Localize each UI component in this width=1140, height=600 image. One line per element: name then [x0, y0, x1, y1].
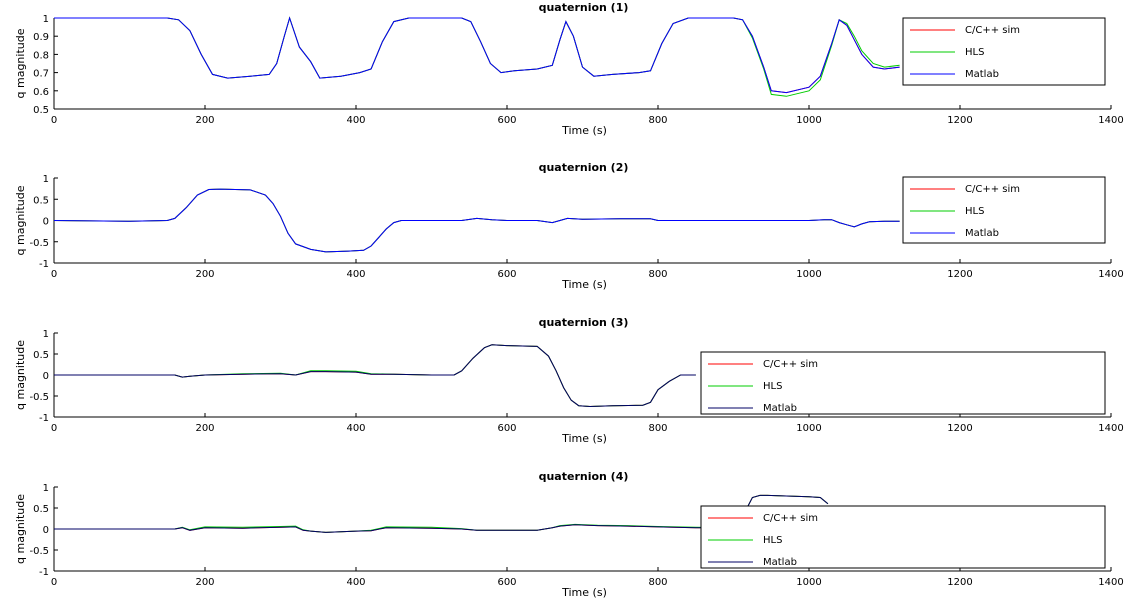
series-line-matlab — [54, 494, 829, 533]
x-tick-label: 1200 — [947, 577, 972, 588]
y-tick-label: -0.5 — [29, 392, 49, 403]
x-tick-label: 1400 — [1098, 577, 1123, 588]
x-tick-label: 0 — [51, 115, 57, 126]
legend: C/C++ sim HLS Matlab — [700, 505, 1106, 569]
subplot-4: quaternion (4) 0 200 400 600 800 1000 1200 1400 -… — [14, 470, 1124, 599]
chart-title: quaternion (4) — [539, 470, 629, 483]
x-tick-label: 800 — [648, 423, 667, 434]
x-tick-label: 200 — [195, 577, 214, 588]
x-tick-label: 800 — [648, 577, 667, 588]
y-tick-label: 0.5 — [33, 504, 49, 515]
y-tick-label: 0.7 — [33, 69, 49, 80]
y-tick-label: -0.5 — [29, 238, 49, 249]
legend-label: C/C++ sim — [965, 25, 1020, 36]
x-tick-label: 200 — [195, 423, 214, 434]
x-axis-label: Time (s) — [561, 124, 607, 137]
legend-box — [902, 176, 1106, 244]
y-tick-label: 0.8 — [33, 50, 49, 61]
series-line-hls — [54, 344, 696, 408]
legend-label: Matlab — [763, 557, 797, 568]
series-line-matlab — [54, 344, 696, 408]
y-tick-label: 1 — [43, 174, 49, 185]
x-tick-label: 400 — [346, 577, 365, 588]
x-tick-label: 1400 — [1098, 269, 1123, 280]
y-tick-label: 0 — [43, 217, 49, 228]
y-tick-label: 0.5 — [33, 195, 49, 206]
y-tick-label: 0.5 — [33, 105, 49, 116]
legend-label: HLS — [965, 47, 984, 58]
legend-label: C/C++ sim — [763, 513, 818, 524]
x-tick-label: 400 — [346, 423, 365, 434]
x-tick-label: 0 — [51, 423, 57, 434]
y-tick-label: 0.9 — [33, 32, 49, 43]
legend-label: C/C++ sim — [965, 184, 1020, 195]
legend-label: Matlab — [763, 403, 797, 414]
series-line-hls — [54, 16, 900, 97]
chart-title: quaternion (1) — [539, 1, 629, 14]
x-tick-label: 600 — [497, 423, 516, 434]
y-axis-label: q magnitude — [14, 494, 27, 564]
x-tick-label: 600 — [497, 269, 516, 280]
legend-label: C/C++ sim — [763, 359, 818, 370]
legend-label: Matlab — [965, 228, 999, 239]
x-tick-label: 1000 — [796, 577, 821, 588]
legend-box — [700, 505, 1106, 569]
series-line-matlab — [53, 188, 900, 253]
legend: C/C++ sim HLS Matlab — [902, 17, 1106, 86]
legend: C/C++ sim HLS Matlab — [700, 351, 1106, 415]
x-tick-label: 600 — [497, 115, 516, 126]
x-tick-label: 1000 — [796, 115, 821, 126]
y-tick-label: 0 — [43, 525, 49, 536]
y-tick-label: 1 — [43, 329, 49, 340]
subplot-3: quaternion (3) 0 200 400 600 800 1000 1200 1400 -… — [14, 316, 1124, 445]
y-tick-label: -1 — [39, 259, 49, 270]
x-tick-label: 1200 — [947, 115, 972, 126]
x-tick-label: 1400 — [1098, 423, 1123, 434]
y-axis-label: q magnitude — [14, 28, 27, 98]
y-tick-label: 1 — [43, 14, 49, 25]
legend-label: HLS — [763, 381, 782, 392]
y-tick-label: 1 — [43, 483, 49, 494]
x-tick-label: 200 — [195, 115, 214, 126]
x-tick-label: 1000 — [796, 423, 821, 434]
series-line-c-c-sim — [54, 344, 696, 408]
x-tick-label: 1200 — [947, 269, 972, 280]
x-tick-label: 400 — [346, 269, 365, 280]
x-tick-label: 0 — [51, 577, 57, 588]
x-axis-label: Time (s) — [561, 586, 607, 599]
y-tick-label: -1 — [39, 567, 49, 578]
y-tick-label: -0.5 — [29, 546, 49, 557]
y-tick-label: 0.5 — [33, 350, 49, 361]
legend-label: Matlab — [965, 69, 999, 80]
y-axis-label: q magnitude — [14, 185, 27, 255]
x-tick-label: 0 — [51, 269, 57, 280]
x-tick-label: 600 — [497, 577, 516, 588]
y-tick-label: 0.6 — [33, 87, 49, 98]
x-axis-label: Time (s) — [561, 432, 607, 445]
chart-title: quaternion (2) — [539, 161, 629, 174]
legend-box — [700, 351, 1106, 415]
x-tick-label: 200 — [195, 269, 214, 280]
series-line-c-c-sim — [54, 16, 900, 94]
x-tick-label: 1200 — [947, 423, 972, 434]
x-tick-label: 800 — [648, 115, 667, 126]
subplot-1: quaternion (1) 0 200 400 600 800 1000 1200 1400 0… — [14, 1, 1124, 137]
series-line-matlab — [54, 16, 900, 94]
y-axis-label: q magnitude — [14, 340, 27, 410]
x-tick-label: 400 — [346, 115, 365, 126]
chart-title: quaternion (3) — [539, 316, 629, 329]
x-tick-label: 1000 — [796, 269, 821, 280]
legend-label: HLS — [965, 206, 984, 217]
legend-label: HLS — [763, 535, 782, 546]
x-tick-label: 800 — [648, 269, 667, 280]
x-axis-label: Time (s) — [561, 278, 607, 291]
legend: C/C++ sim HLS Matlab — [902, 176, 1106, 244]
subplot-2: quaternion (2) 0 200 400 600 800 1000 1200 1400 -… — [14, 161, 1124, 291]
x-tick-label: 1400 — [1098, 115, 1123, 126]
y-tick-label: -1 — [39, 413, 49, 424]
y-tick-label: 0 — [43, 371, 49, 382]
